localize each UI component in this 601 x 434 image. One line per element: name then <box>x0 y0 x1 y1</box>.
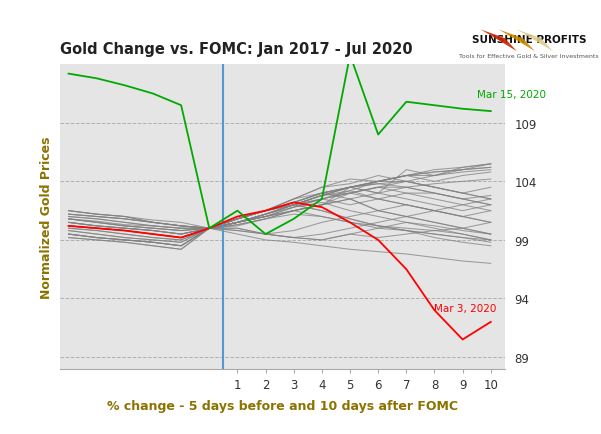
Text: Mar 15, 2020: Mar 15, 2020 <box>477 89 546 99</box>
Text: Gold Change vs. FOMC: Jan 2017 - Jul 2020: Gold Change vs. FOMC: Jan 2017 - Jul 202… <box>60 42 413 57</box>
Text: Mar 3, 2020: Mar 3, 2020 <box>435 303 497 313</box>
X-axis label: % change - 5 days before and 10 days after FOMC: % change - 5 days before and 10 days aft… <box>107 399 458 412</box>
Text: SUNSHINE PROFITS: SUNSHINE PROFITS <box>472 35 586 45</box>
Text: Tools for Effective Gold & Silver Investments: Tools for Effective Gold & Silver Invest… <box>459 54 599 59</box>
Y-axis label: Normalized Gold Prices: Normalized Gold Prices <box>40 136 53 298</box>
